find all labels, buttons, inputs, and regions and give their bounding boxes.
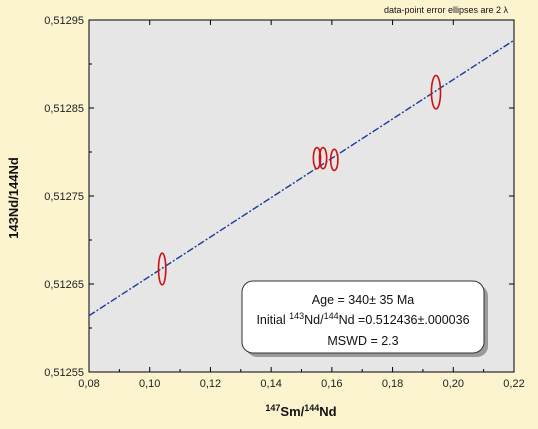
result-box: Age = 340± 35 Ma Initial 143Nd/144Nd =0.… xyxy=(241,280,488,357)
error-ellipse xyxy=(157,252,167,286)
isochron-line xyxy=(88,39,515,317)
error-ellipse xyxy=(312,146,322,170)
error-ellipse xyxy=(318,146,328,170)
data-points xyxy=(157,74,442,286)
y-axis: 0,51255 0,51265 0,51275 0,51285 0,51295 xyxy=(44,15,514,379)
x-tick-label: 0,20 xyxy=(443,378,464,390)
x-axis: 0,08 0,10 0,12 0,14 0,16 0,18 0,20 0,22 xyxy=(78,20,525,390)
isochron-line-layer xyxy=(88,39,515,317)
initial-ratio-text: Initial 143Nd/144Nd =0.512436±.000036 xyxy=(256,311,469,327)
x-tick-label: 0,08 xyxy=(78,378,99,390)
y-tick-label: 0,51285 xyxy=(44,103,84,115)
x-axis-title: 147Sm/144Nd xyxy=(265,403,336,419)
x-tick-label: 0,10 xyxy=(139,378,160,390)
y-tick-label: 0,51275 xyxy=(44,191,84,203)
x-tick-label: 0,22 xyxy=(503,378,524,390)
y-tick-label: 0,51255 xyxy=(44,367,84,379)
x-tick-label: 0,16 xyxy=(321,378,342,390)
ellipse-note: data-point error ellipses are 2 λ xyxy=(384,5,509,15)
error-ellipse xyxy=(329,148,339,172)
y-axis-title: 143Nd/144Nd xyxy=(6,157,21,239)
y-tick-label: 0,51295 xyxy=(44,15,84,27)
x-tick-label: 0,18 xyxy=(382,378,403,390)
error-ellipse xyxy=(430,74,442,110)
x-tick-label: 0,14 xyxy=(260,378,281,390)
x-tick-label: 0,12 xyxy=(200,378,221,390)
y-tick-label: 0,51265 xyxy=(44,279,84,291)
result-box-frame xyxy=(241,280,485,354)
age-text: Age = 340± 35 Ma xyxy=(312,293,414,307)
mswd-text: MSWD = 2.3 xyxy=(327,334,398,348)
